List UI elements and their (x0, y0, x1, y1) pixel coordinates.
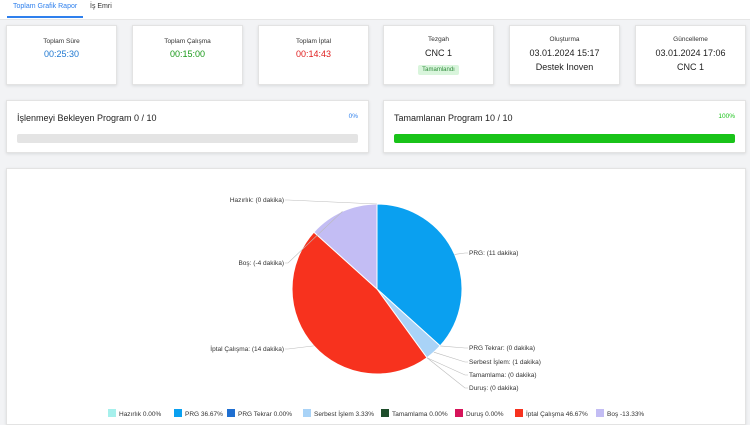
stat-label: Toplam İptal (295, 38, 332, 45)
legend-label[interactable]: PRG Tekrar 0.00% (238, 411, 292, 418)
pie-slice[interactable] (291, 231, 428, 375)
slice-leader-line (440, 345, 468, 349)
progress-card-bekleyen: İşlenmeyi Bekleyen Program 0 / 10 0% (6, 100, 369, 153)
olusturma-by: Destek Inoven (535, 62, 594, 72)
info-card-guncelleme: Güncelleme 03.01.2024 17:06 CNC 1 (635, 25, 746, 85)
tezgah-label: Tezgah (428, 36, 449, 43)
pie-slice[interactable] (376, 203, 463, 347)
olusturma-date: 03.01.2024 15:17 (529, 48, 600, 58)
stat-card-toplam-calisma: Toplam Çalışma 00:15:00 (132, 25, 243, 85)
progress-track (394, 134, 735, 143)
guncelleme-label: Güncelleme (673, 36, 708, 43)
legend-swatch[interactable] (515, 409, 523, 417)
slice-leader-line (433, 351, 468, 363)
stat-label: Toplam Süre (43, 38, 80, 45)
pie-chart: Hazırlık: (0 dakika) PRG: (11 dakika) PRG … (108, 197, 644, 418)
stat-value: 00:15:00 (169, 49, 206, 59)
olusturma-label: Oluşturma (549, 36, 580, 43)
legend-label[interactable]: PRG 36.67% (185, 411, 223, 418)
stat-card-toplam-sure: Toplam Süre 00:25:30 (6, 25, 117, 85)
slice-label: Serbest İşlem: (1 dakika) (469, 357, 541, 366)
legend-swatch[interactable] (303, 409, 311, 417)
slice-leader-line (285, 199, 378, 205)
legend-swatch[interactable] (108, 409, 116, 417)
slice-leader-line (285, 345, 314, 350)
stat-value: 00:14:43 (295, 49, 332, 59)
legend-label[interactable]: Serbest İşlem 3.33% (314, 409, 374, 418)
legend-label[interactable]: Boş -13.33% (607, 411, 644, 418)
legend-label[interactable]: Tamamlama 0.00% (392, 411, 448, 418)
slice-label: PRG: (11 dakika) (469, 250, 518, 257)
info-card-olusturma: Oluşturma 03.01.2024 15:17 Destek Inoven (509, 25, 620, 85)
legend-swatch[interactable] (227, 409, 235, 417)
slice-label: Duruş: (0 dakika) (469, 385, 519, 392)
legend-label[interactable]: Hazırlık 0.00% (119, 411, 161, 418)
pie-chart-card: Hazırlık: (0 dakika) PRG: (11 dakika) PRG … (6, 168, 746, 425)
progress-fill (394, 134, 735, 143)
slice-leader-line (426, 357, 468, 389)
guncelleme-date: 03.01.2024 17:06 (655, 48, 726, 58)
tezgah-value: CNC 1 (424, 48, 452, 58)
progress-title: Tamamlanan Program 10 / 10 (394, 113, 513, 123)
slice-leader-line (454, 252, 468, 255)
slice-leader-line (426, 357, 468, 376)
stat-card-toplam-iptal: Toplam İptal 00:14:43 (258, 25, 369, 85)
progress-percent: 100% (718, 113, 735, 120)
legend-swatch[interactable] (174, 409, 182, 417)
progress-track (17, 134, 358, 143)
progress-title: İşlenmeyi Bekleyen Program 0 / 10 (17, 113, 157, 123)
slice-label: Boş: (-4 dakika) (238, 260, 284, 267)
slice-label: Hazırlık: (0 dakika) (230, 197, 284, 204)
stat-label: Toplam Çalışma (164, 38, 211, 45)
guncelleme-by: CNC 1 (676, 62, 704, 72)
slice-leader-line (285, 211, 343, 264)
tab-is-emri[interactable]: İş Emri (90, 3, 112, 10)
tab-toplam-grafik-rapor[interactable]: Toplam Grafik Rapor (6, 3, 84, 18)
tab-bar: Toplam Grafik Rapor İş Emri (0, 0, 750, 20)
stat-value: 00:25:30 (43, 49, 80, 59)
slice-label: PRG Tekrar: (0 dakika) (469, 345, 535, 352)
slice-label: İptal Çalışma: (14 dakika) (210, 344, 284, 353)
progress-card-tamamlanan: Tamamlanan Program 10 / 10 100% (383, 100, 746, 153)
legend-label[interactable]: Duruş 0.00% (466, 411, 504, 418)
status-badge: Tamamlandı (418, 65, 459, 75)
legend-swatch[interactable] (596, 409, 604, 417)
progress-percent: 0% (348, 113, 358, 120)
legend-swatch[interactable] (455, 409, 463, 417)
legend-label[interactable]: İptal Çalışma 46.67% (526, 409, 588, 418)
slice-label: Tamamlama: (0 dakika) (469, 372, 537, 379)
legend-swatch[interactable] (381, 409, 389, 417)
info-card-tezgah: Tezgah CNC 1 Tamamlandı (383, 25, 494, 85)
